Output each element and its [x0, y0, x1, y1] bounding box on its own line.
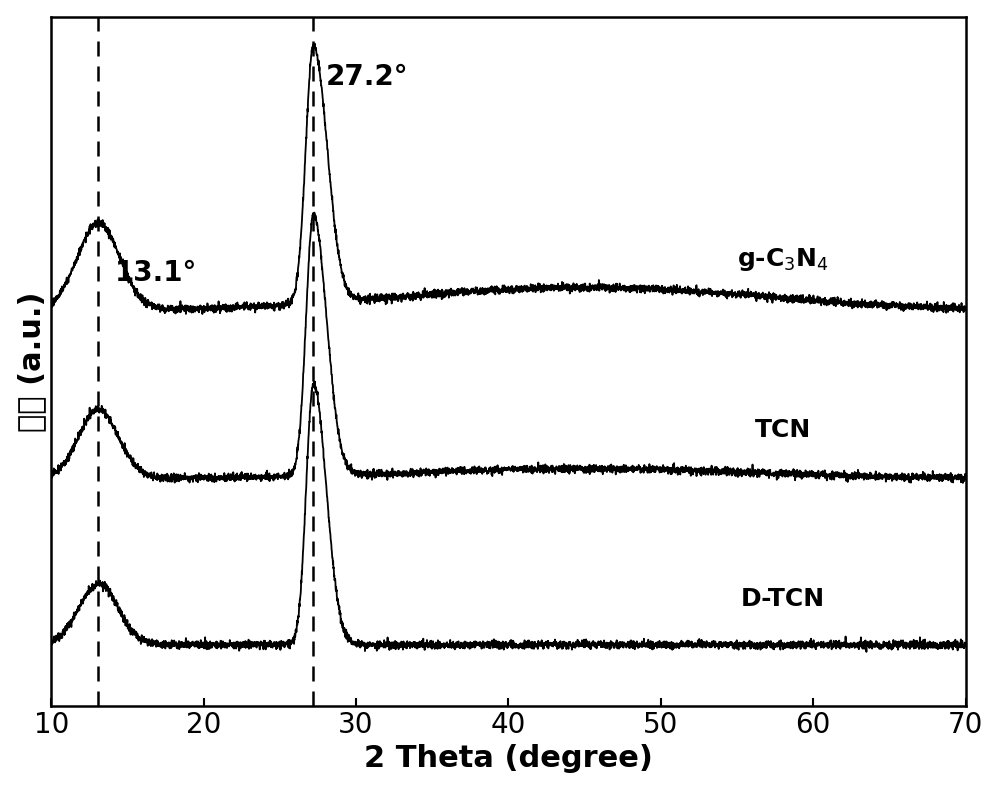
Text: 27.2°: 27.2°	[326, 63, 408, 91]
Text: g-C$_3$N$_4$: g-C$_3$N$_4$	[737, 246, 829, 273]
Text: TCN: TCN	[755, 419, 811, 442]
Y-axis label: 强度 (a.u.): 强度 (a.u.)	[17, 291, 46, 431]
Text: D-TCN: D-TCN	[741, 587, 825, 611]
X-axis label: 2 Theta (degree): 2 Theta (degree)	[364, 744, 653, 773]
Text: 13.1°: 13.1°	[115, 259, 198, 287]
